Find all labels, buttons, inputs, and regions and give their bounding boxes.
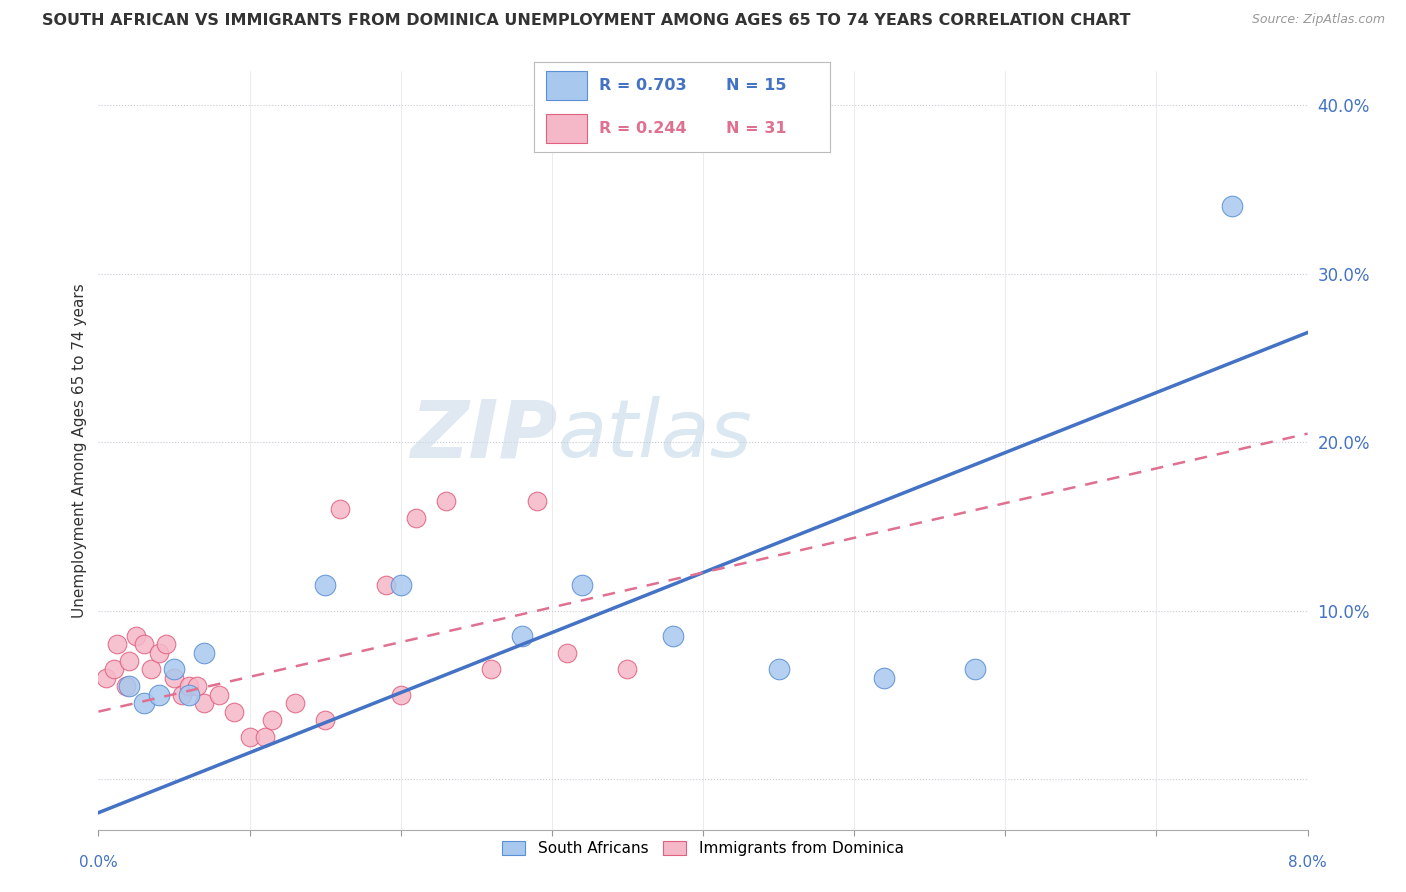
Point xyxy=(141,663,163,677)
Point xyxy=(163,663,186,677)
Text: ZIP: ZIP xyxy=(411,396,558,475)
Point xyxy=(224,705,246,719)
Point xyxy=(481,663,503,677)
Text: SOUTH AFRICAN VS IMMIGRANTS FROM DOMINICA UNEMPLOYMENT AMONG AGES 65 TO 74 YEARS: SOUTH AFRICAN VS IMMIGRANTS FROM DOMINIC… xyxy=(42,13,1130,29)
Point xyxy=(105,637,128,651)
Point xyxy=(148,646,170,660)
Point xyxy=(314,713,336,727)
Point xyxy=(208,688,231,702)
Point xyxy=(253,730,276,744)
Point xyxy=(155,637,177,651)
FancyBboxPatch shape xyxy=(546,114,588,143)
Point xyxy=(661,629,683,643)
Point xyxy=(329,502,352,516)
Text: N = 15: N = 15 xyxy=(725,78,787,93)
Point xyxy=(193,646,215,660)
Text: N = 31: N = 31 xyxy=(725,121,787,136)
Point xyxy=(389,578,412,592)
Point xyxy=(434,494,457,508)
Point xyxy=(873,671,896,685)
Point xyxy=(179,688,201,702)
Point xyxy=(510,629,533,643)
Point xyxy=(526,494,548,508)
Point xyxy=(965,663,987,677)
Point xyxy=(616,663,638,677)
Text: 8.0%: 8.0% xyxy=(1288,855,1327,870)
Point xyxy=(163,671,186,685)
Point xyxy=(118,654,141,668)
Point xyxy=(768,663,790,677)
Point xyxy=(186,679,208,693)
Point xyxy=(374,578,396,592)
Point xyxy=(148,688,170,702)
Point xyxy=(103,663,125,677)
Point xyxy=(389,688,412,702)
Point xyxy=(262,713,284,727)
Legend: South Africans, Immigrants from Dominica: South Africans, Immigrants from Dominica xyxy=(495,833,911,863)
Text: R = 0.244: R = 0.244 xyxy=(599,121,688,136)
Point xyxy=(118,679,141,693)
Point xyxy=(179,679,201,693)
Y-axis label: Unemployment Among Ages 65 to 74 years: Unemployment Among Ages 65 to 74 years xyxy=(72,283,87,618)
Point xyxy=(193,696,215,710)
Point xyxy=(170,688,193,702)
Point xyxy=(132,637,155,651)
Text: Source: ZipAtlas.com: Source: ZipAtlas.com xyxy=(1251,13,1385,27)
Point xyxy=(314,578,336,592)
Point xyxy=(239,730,262,744)
Point xyxy=(114,679,136,693)
Point xyxy=(555,646,578,660)
Point xyxy=(571,578,593,592)
Point xyxy=(125,629,148,643)
Text: 0.0%: 0.0% xyxy=(79,855,118,870)
FancyBboxPatch shape xyxy=(546,71,588,100)
Point xyxy=(1220,199,1243,213)
Point xyxy=(405,511,427,525)
Point xyxy=(284,696,307,710)
Point xyxy=(132,696,155,710)
Text: atlas: atlas xyxy=(558,396,752,475)
Text: R = 0.703: R = 0.703 xyxy=(599,78,688,93)
Point xyxy=(94,671,117,685)
